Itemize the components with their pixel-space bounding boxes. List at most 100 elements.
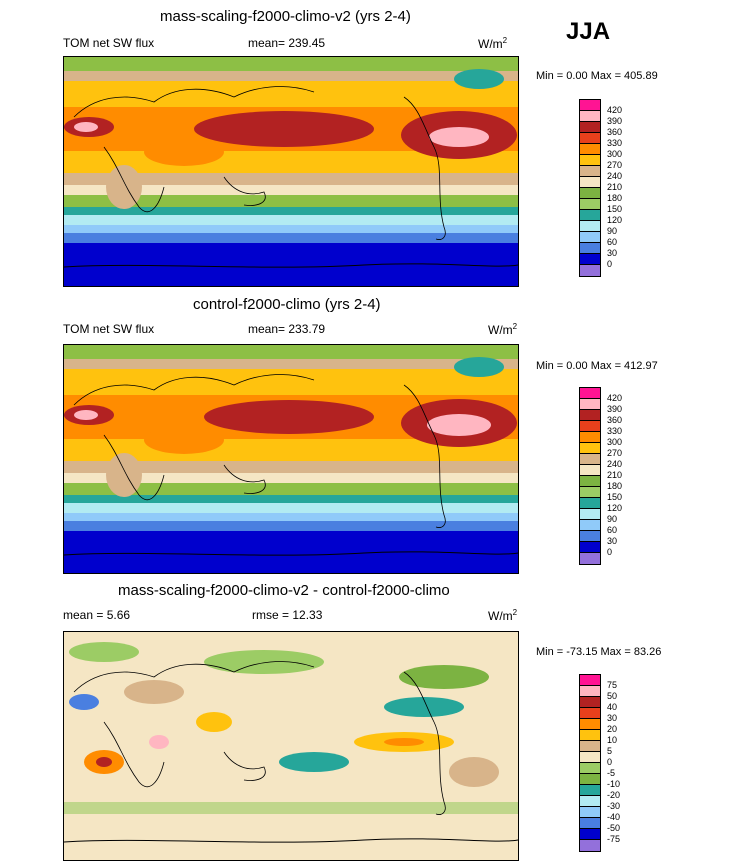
colorbar-swatch — [580, 122, 600, 133]
colorbar-level-label: 210 — [607, 470, 623, 480]
colorbar-level-label: 180 — [607, 193, 623, 203]
colorbar-swatch — [580, 553, 600, 564]
colorbar-swatch — [580, 388, 600, 399]
panel1-variable-label: TOM net SW flux — [63, 36, 155, 50]
colorbar-swatch — [580, 476, 600, 487]
colorbar-level-label: 90 — [607, 514, 618, 524]
colorbar-swatch — [580, 243, 600, 254]
colorbar-swatch — [580, 144, 600, 155]
colorbar-swatch — [580, 752, 600, 763]
colorbar-level-label: 0 — [607, 547, 613, 557]
colorbar-level-label: 420 — [607, 105, 623, 115]
colorbar-level-label: 40 — [607, 702, 618, 712]
colorbar-level-label: 30 — [607, 713, 618, 723]
colorbar-level-label: 30 — [607, 248, 618, 258]
panel3-map — [63, 631, 519, 861]
colorbar-level-label: -40 — [607, 812, 621, 822]
colorbar-swatch — [580, 100, 600, 111]
colorbar-swatch — [580, 210, 600, 221]
panel2-title: control-f2000-climo (yrs 2-4) — [193, 296, 381, 313]
panel2-variable-label: TOM net SW flux — [63, 322, 155, 336]
colorbar-level-label: 180 — [607, 481, 623, 491]
colorbar-level-label: 20 — [607, 724, 618, 734]
colorbar-swatch — [580, 807, 600, 818]
colorbar-swatch — [580, 840, 600, 851]
colorbar-level-label: 390 — [607, 116, 623, 126]
colorbar-swatch — [580, 399, 600, 410]
colorbar-swatch — [580, 111, 600, 122]
colorbar-level-label: 150 — [607, 492, 623, 502]
colorbar-swatch — [580, 785, 600, 796]
season-label: JJA — [566, 18, 611, 45]
colorbar-swatch — [580, 796, 600, 807]
colorbar-level-label: 30 — [607, 536, 618, 546]
colorbar-swatch — [580, 774, 600, 785]
panel3-rmse-label: rmse = 12.33 — [252, 608, 323, 622]
colorbar-level-label: 10 — [607, 735, 618, 745]
panel2-mean-label: mean= 233.79 — [248, 322, 326, 336]
colorbar-swatch — [580, 730, 600, 741]
colorbar-swatch — [580, 509, 600, 520]
colorbar-swatch — [580, 818, 600, 829]
colorbar-swatch — [580, 531, 600, 542]
colorbar-swatch — [580, 719, 600, 730]
colorbar-swatch — [580, 520, 600, 531]
colorbar-level-label: 120 — [607, 503, 623, 513]
colorbar-level-label: 240 — [607, 171, 623, 181]
colorbar-swatch — [580, 232, 600, 243]
colorbar-level-label: -10 — [607, 779, 621, 789]
colorbar-level-label: 240 — [607, 459, 623, 469]
colorbar-level-label: 50 — [607, 691, 618, 701]
colorbar-level-label: 360 — [607, 127, 623, 137]
colorbar-level-label: 5 — [607, 746, 613, 756]
colorbar-level-label: -5 — [607, 768, 616, 778]
colorbar-swatch — [580, 465, 600, 476]
colorbar-level-label: 60 — [607, 237, 618, 247]
colorbar-swatch — [580, 697, 600, 708]
colorbar-swatch — [580, 432, 600, 443]
colorbar-level-label: 330 — [607, 426, 623, 436]
colorbar-level-label: 300 — [607, 437, 623, 447]
panel1-title: mass-scaling-f2000-climo-v2 (yrs 2-4) — [160, 8, 411, 25]
colorbar-swatch — [580, 829, 600, 840]
colorbar-level-label: 270 — [607, 448, 623, 458]
colorbar-swatch — [580, 265, 600, 276]
colorbar-swatch — [580, 686, 600, 697]
colorbar-swatch — [580, 675, 600, 686]
colorbar-level-label: 120 — [607, 215, 623, 225]
colorbar-level-label: -20 — [607, 790, 621, 800]
colorbar-swatch — [580, 199, 600, 210]
colorbar-swatch — [580, 542, 600, 553]
colorbar-swatch — [580, 410, 600, 421]
colorbar-level-label: 390 — [607, 404, 623, 414]
colorbar-level-label: 0 — [607, 757, 613, 767]
panel1-mean-label: mean= 239.45 — [248, 36, 326, 50]
colorbar-level-label: 300 — [607, 149, 623, 159]
panel3-colorbar — [579, 674, 601, 852]
colorbar-swatch — [580, 133, 600, 144]
panel2-colorbar — [579, 387, 601, 565]
panel3-units: W/m2 — [488, 608, 518, 623]
colorbar-swatch — [580, 254, 600, 265]
panel1-minmax: Min = 0.00 Max = 405.89 — [536, 70, 658, 82]
colorbar-level-label: -30 — [607, 801, 621, 811]
colorbar-level-label: 75 — [607, 680, 618, 690]
colorbar-level-label: -50 — [607, 823, 621, 833]
colorbar-level-label: 330 — [607, 138, 623, 148]
colorbar-level-label: 420 — [607, 393, 623, 403]
colorbar-swatch — [580, 487, 600, 498]
colorbar-swatch — [580, 177, 600, 188]
colorbar-level-label: 0 — [607, 259, 613, 269]
colorbar-swatch — [580, 166, 600, 177]
colorbar-swatch — [580, 454, 600, 465]
colorbar-swatch — [580, 188, 600, 199]
panel1-map — [63, 56, 519, 287]
colorbar-level-label: -75 — [607, 834, 621, 844]
colorbar-swatch — [580, 421, 600, 432]
panel2-minmax: Min = 0.00 Max = 412.97 — [536, 360, 658, 372]
panel3-mean-label: mean = 5.66 — [63, 608, 131, 622]
colorbar-level-label: 90 — [607, 226, 618, 236]
panel2-units: W/m2 — [488, 322, 518, 337]
panel1-colorbar — [579, 99, 601, 277]
colorbar-swatch — [580, 155, 600, 166]
